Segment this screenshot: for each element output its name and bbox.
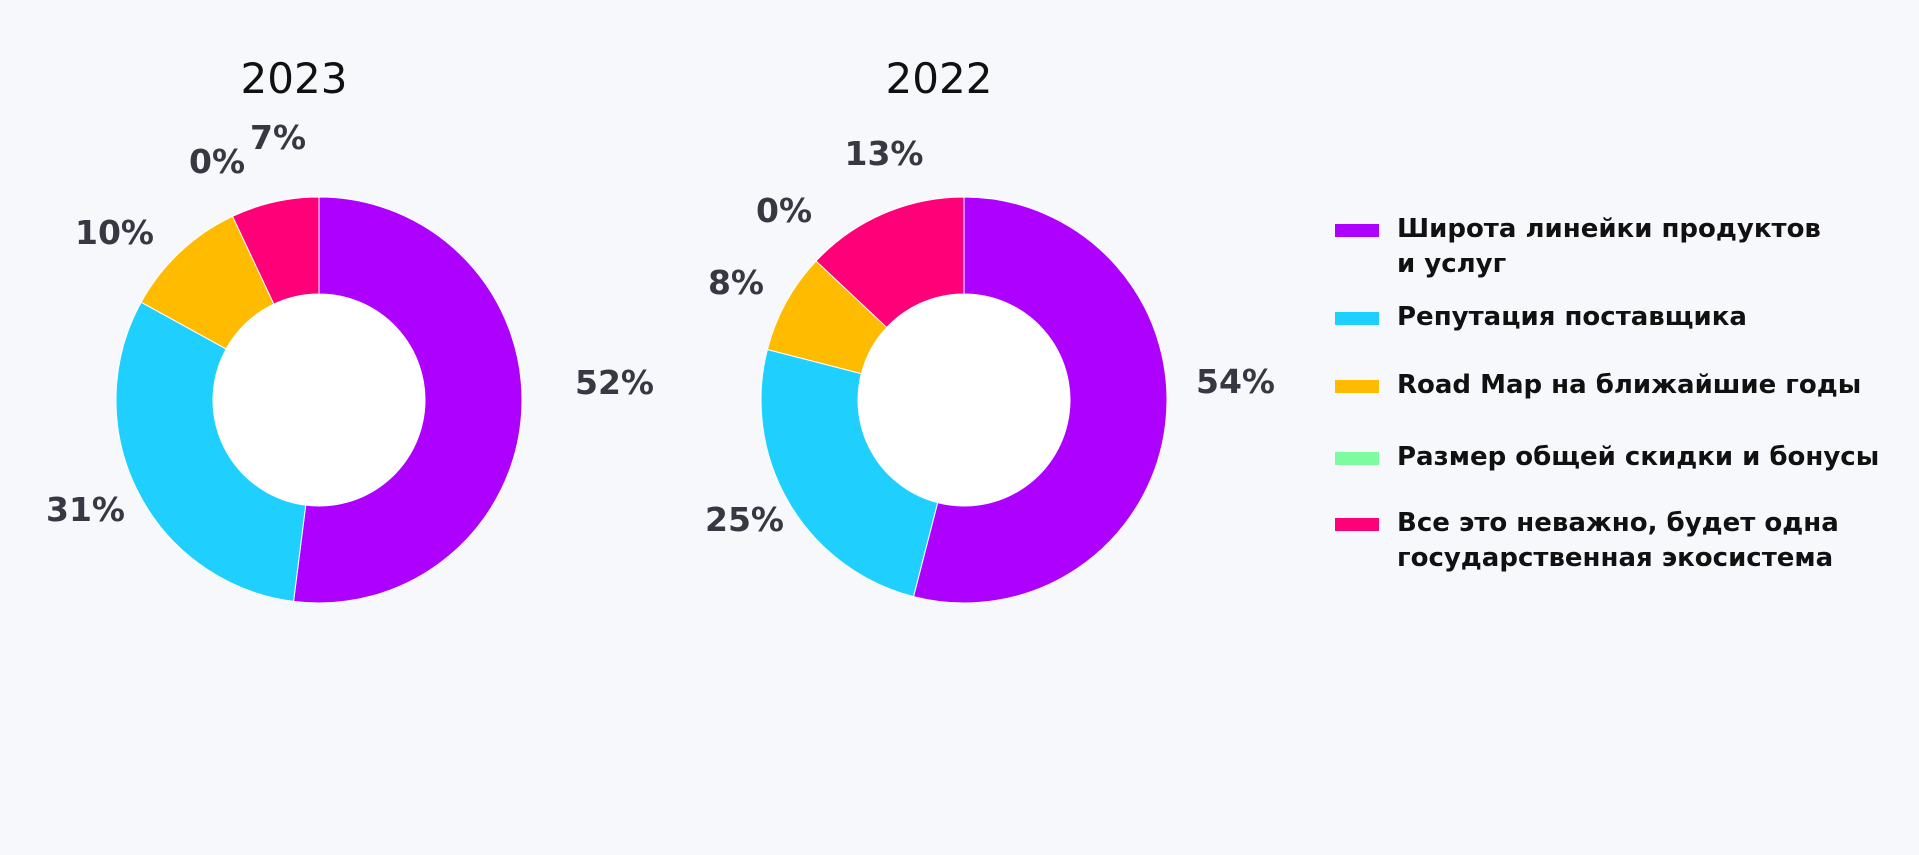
data-label-state-ecosystem: 13% [845, 134, 924, 173]
legend-label-line: и услуг [1397, 249, 1507, 279]
donut-hole [858, 294, 1070, 506]
donut-chart-2022: 2022 54% 25% 8% 0% 13% [705, 54, 1275, 604]
legend-swatch [1335, 380, 1379, 393]
legend-item-state-ecosystem: Все это неважно, будет одна государствен… [1335, 506, 1897, 576]
donut-chart-2023: 2023 52% 31% 10% 0%7% [46, 54, 654, 604]
legend-swatch [1335, 452, 1379, 465]
data-label-discount-bonuses: 0% [189, 142, 245, 181]
legend-swatch [1335, 518, 1379, 531]
data-label-vendor-reputation: 31% [46, 490, 125, 529]
legend-label-line: государственная экосистема [1397, 543, 1834, 573]
legend-label-line: Все это неважно, будет одна [1397, 508, 1839, 538]
data-label-vendor-reputation: 25% [705, 500, 784, 539]
data-label-product-range: 52% [575, 363, 654, 402]
data-label-state-ecosystem: 7% [250, 118, 306, 157]
legend-item-vendor-reputation: Репутация поставщика [1335, 300, 1897, 335]
legend-label-line: Road Map на ближайшие годы [1397, 370, 1862, 400]
legend-item-discount-bonuses: Размер общей скидки и бонусы [1335, 440, 1897, 475]
legend-label-line: Широта линейки продуктов [1397, 214, 1821, 244]
data-label-road-map: 8% [708, 263, 764, 302]
legend-swatch [1335, 312, 1379, 325]
donut-hole [213, 294, 425, 506]
data-label-product-range: 54% [1196, 362, 1275, 401]
chart-title-2022: 2022 [886, 54, 993, 103]
chart-title-2023: 2023 [241, 54, 348, 103]
legend-label-line: Репутация поставщика [1397, 302, 1747, 332]
legend-item-road-map: Road Map на ближайшие годы [1335, 368, 1897, 403]
data-label-discount-bonuses: 0% [756, 191, 812, 230]
legend-item-product-range: Широта линейки продуктов и услуг [1335, 212, 1897, 282]
legend-label-line: Размер общей скидки и бонусы [1397, 442, 1880, 472]
data-label-road-map: 10% [75, 213, 154, 252]
legend-swatch [1335, 224, 1379, 237]
